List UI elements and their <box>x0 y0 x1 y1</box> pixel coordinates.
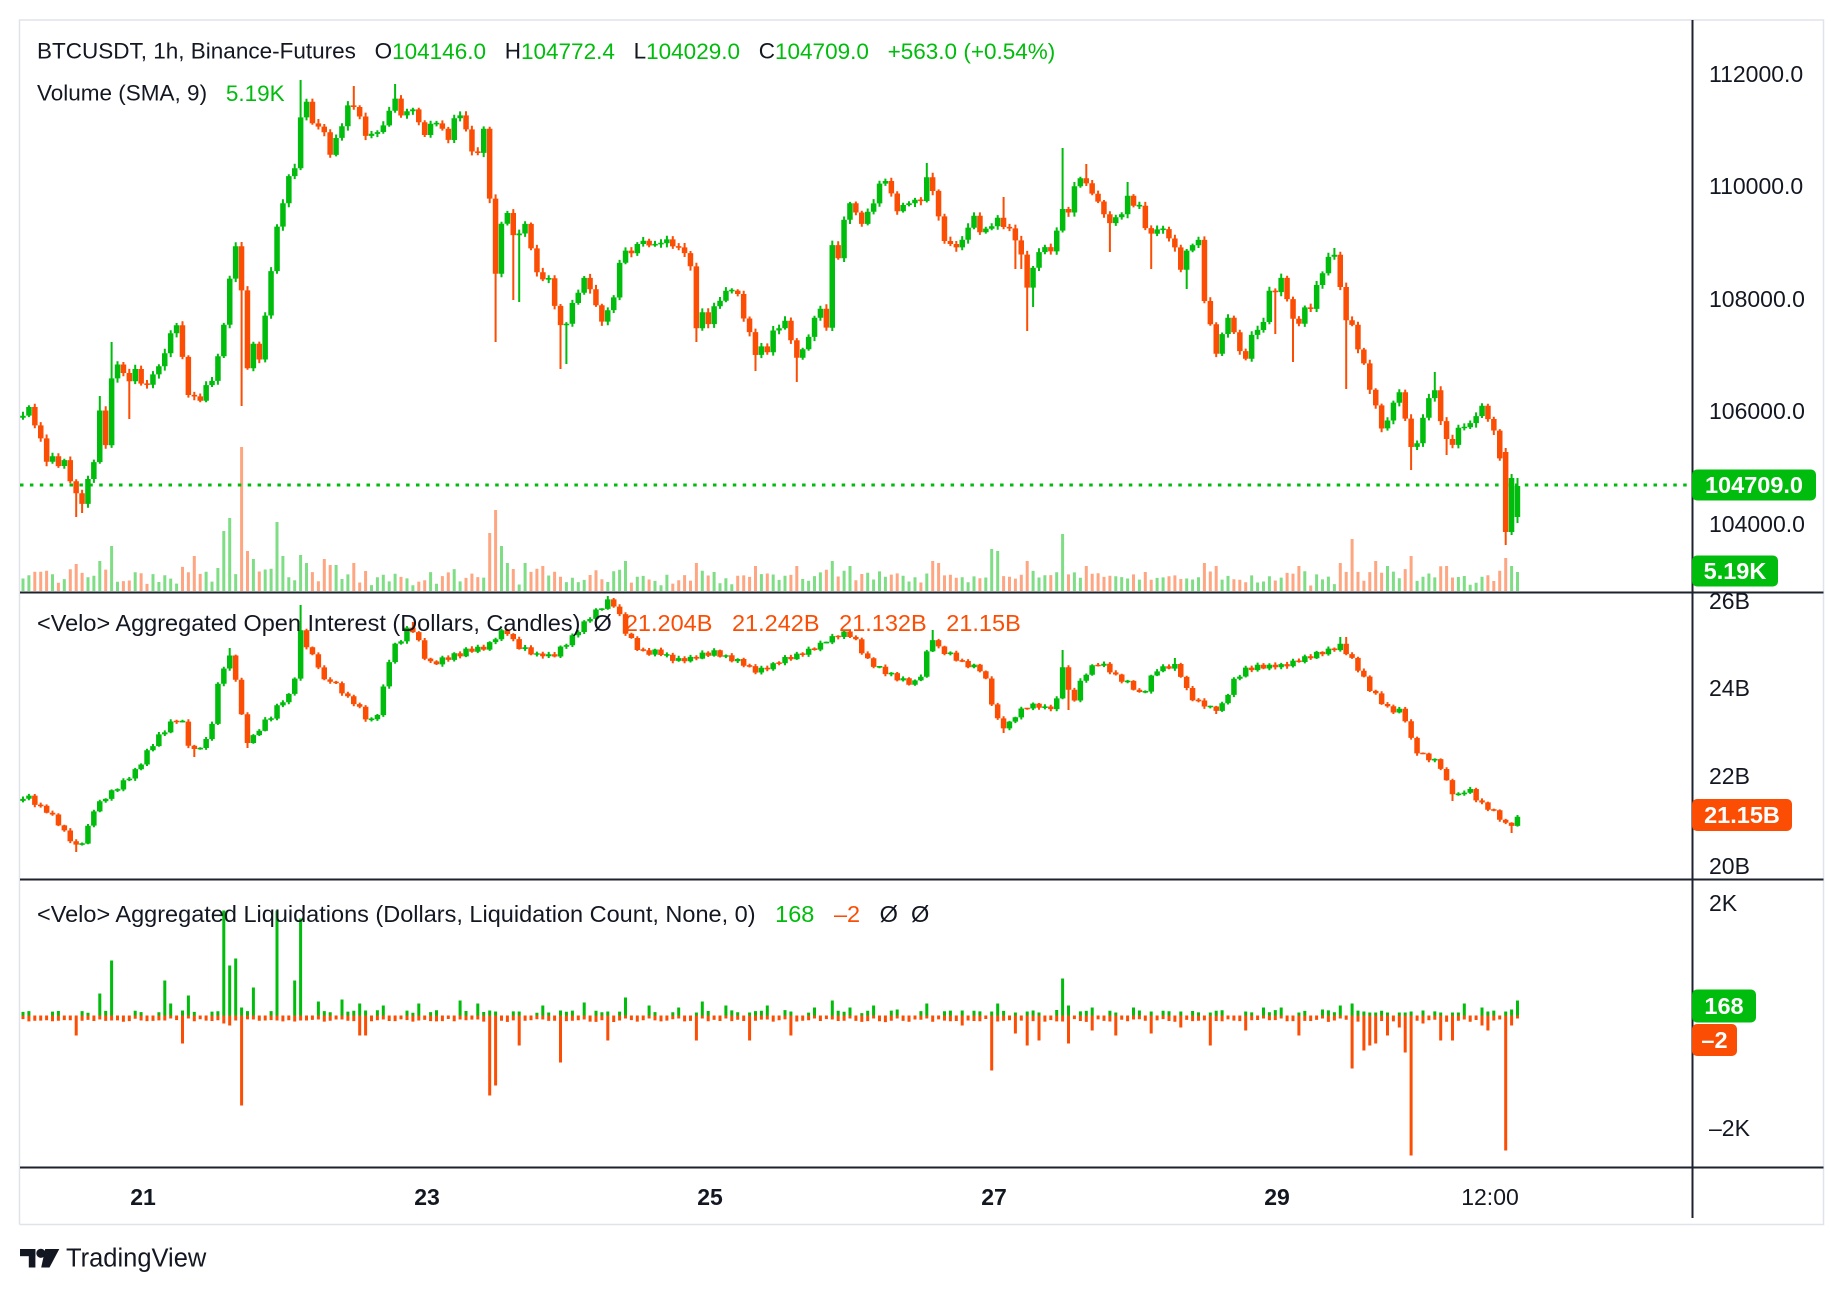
svg-text:5.19K: 5.19K <box>1704 558 1767 584</box>
svg-text:<Velo> Aggregated Liquidations: <Velo> Aggregated Liquidations (Dollars,… <box>37 901 929 927</box>
svg-text:2K: 2K <box>1709 890 1738 916</box>
svg-text:BTCUSDT, 1h, Binance-Futures: BTCUSDT, 1h, Binance-Futures O104146.0 H… <box>37 39 1055 64</box>
svg-text:29: 29 <box>1264 1184 1290 1210</box>
svg-text:110000.0: 110000.0 <box>1709 173 1803 199</box>
svg-text:104000.0: 104000.0 <box>1709 511 1805 537</box>
svg-text:22B: 22B <box>1709 763 1750 789</box>
svg-text:104709.0: 104709.0 <box>1705 472 1803 498</box>
svg-text:12:00: 12:00 <box>1461 1184 1519 1210</box>
svg-text:20B: 20B <box>1709 853 1750 879</box>
svg-text:<Velo> Aggregated Open Interes: <Velo> Aggregated Open Interest (Dollars… <box>37 610 1021 636</box>
svg-text:106000.0: 106000.0 <box>1709 398 1805 424</box>
svg-text:21.15B: 21.15B <box>1704 802 1780 828</box>
svg-text:23: 23 <box>414 1184 440 1210</box>
svg-text:26B: 26B <box>1709 588 1750 614</box>
svg-text:–2K: –2K <box>1709 1115 1751 1141</box>
svg-text:108000.0: 108000.0 <box>1709 286 1805 312</box>
svg-text:25: 25 <box>697 1184 723 1210</box>
svg-text:Volume (SMA, 9) 5.19K: Volume (SMA, 9) 5.19K <box>37 81 285 106</box>
svg-text:24B: 24B <box>1709 675 1750 701</box>
svg-text:112000.0: 112000.0 <box>1709 61 1803 87</box>
svg-text:TradingView: TradingView <box>66 1245 207 1273</box>
svg-text:–2: –2 <box>1701 1027 1727 1053</box>
svg-text:27: 27 <box>981 1184 1007 1210</box>
svg-text:21: 21 <box>130 1184 156 1210</box>
svg-text:168: 168 <box>1704 993 1743 1019</box>
